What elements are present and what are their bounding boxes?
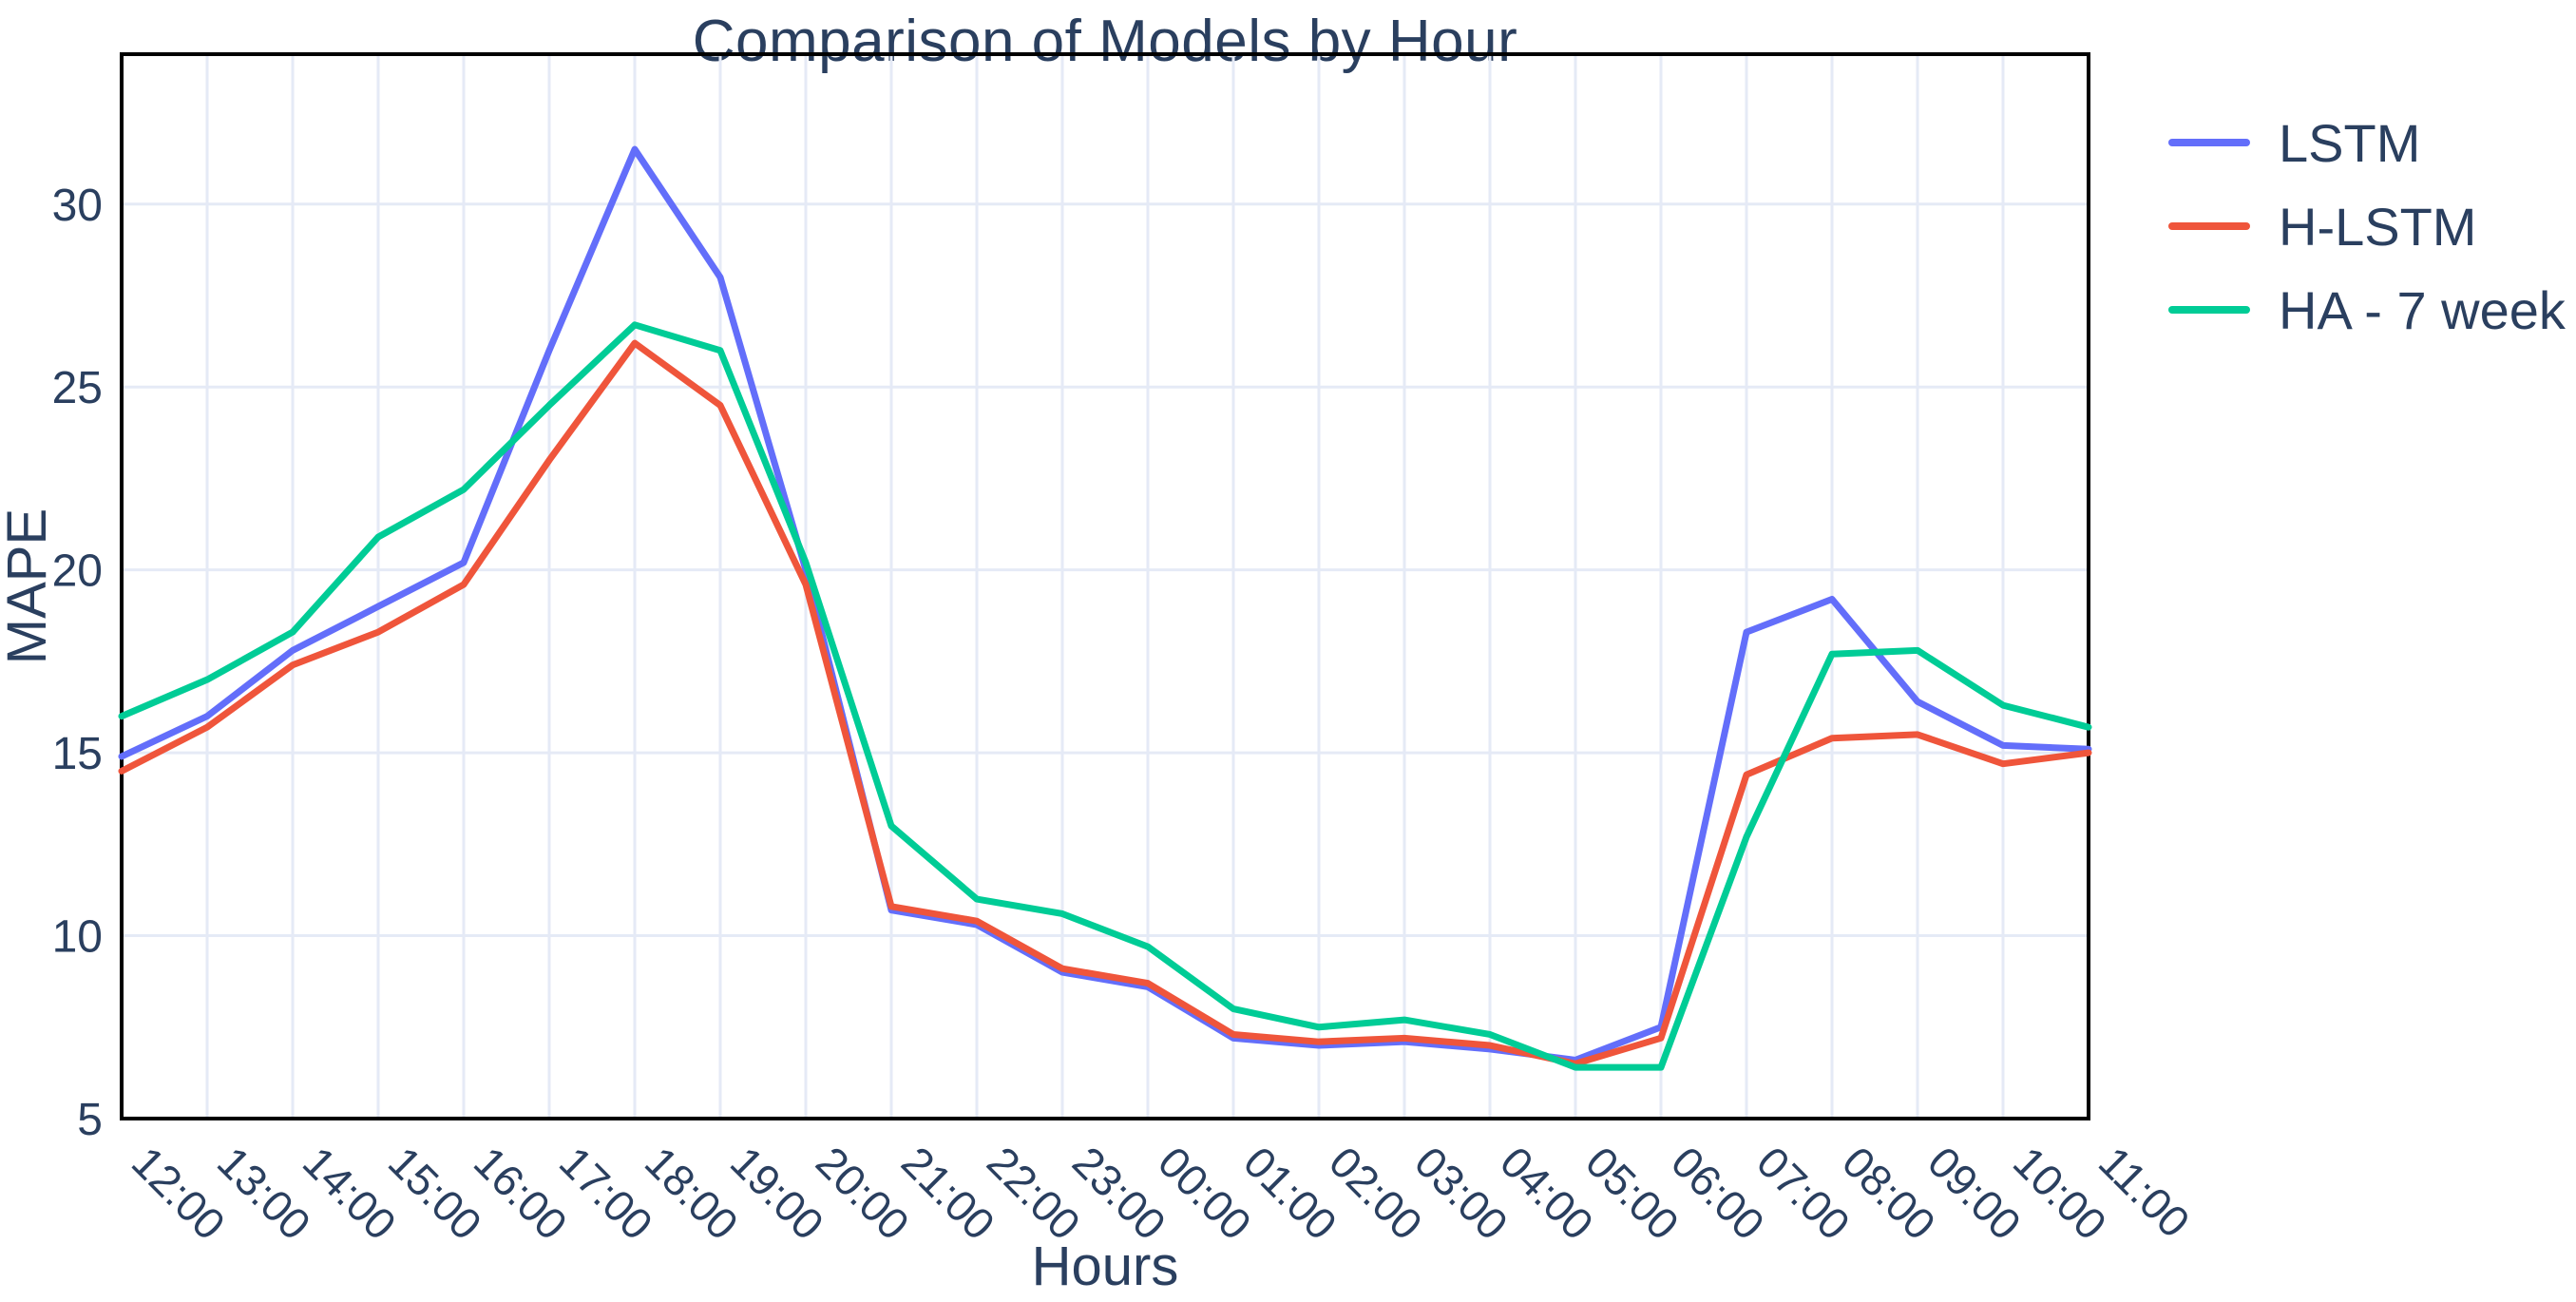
y-tick-label: 15 (52, 729, 103, 779)
y-tick-label: 30 (52, 181, 103, 231)
x-tick-label: 11:00 (2089, 1137, 2200, 1247)
x-tick-label: 13:00 (208, 1137, 320, 1249)
gridlines (120, 54, 2090, 1120)
x-tick-label: 06:00 (1662, 1137, 1774, 1249)
x-tick-label: 09:00 (1918, 1137, 2031, 1249)
x-tick-label: 19:00 (721, 1137, 833, 1249)
legend-label-ha-7-week: HA - 7 week (2279, 279, 2566, 340)
legend-item-ha-7-week[interactable]: HA - 7 week (2168, 279, 2566, 340)
x-tick-label: 20:00 (807, 1137, 919, 1249)
x-tick-label: 00:00 (1149, 1137, 1261, 1249)
x-tick-label: 05:00 (1576, 1137, 1689, 1249)
series-line-ha-7-week[interactable] (118, 321, 2092, 1071)
legend-swatch-lstm (2168, 139, 2250, 146)
x-tick-label: 14:00 (294, 1137, 406, 1249)
legend: LSTM H-LSTM HA - 7 week (2168, 112, 2566, 340)
x-axis-title: Hours (1032, 1235, 1179, 1297)
x-tick-label: 23:00 (1063, 1137, 1175, 1249)
x-tick-label: 04:00 (1491, 1137, 1603, 1249)
x-tick-label: 02:00 (1320, 1137, 1432, 1249)
legend-label-lstm: LSTM (2279, 112, 2421, 173)
y-tick-label: 25 (52, 363, 103, 413)
x-tick-label: 03:00 (1405, 1137, 1517, 1249)
y-tick-label: 10 (52, 912, 103, 963)
x-tick-label: 21:00 (892, 1137, 1004, 1249)
y-axis-title: MAPE (0, 508, 58, 664)
x-tick-label: 08:00 (1833, 1137, 1945, 1249)
x-tick-label: 15:00 (379, 1137, 491, 1249)
x-tick-label: 17:00 (550, 1137, 662, 1249)
x-tick-label: 22:00 (978, 1137, 1090, 1249)
y-axis-tick-labels: 5 10 15 20 25 30 (52, 181, 103, 1145)
x-axis-tick-labels: 12:0013:0014:0015:0016:0017:0018:0019:00… (123, 1137, 2200, 1249)
series-line-h-lstm[interactable] (118, 339, 2092, 1067)
x-tick-label: 10:00 (2004, 1137, 2116, 1249)
legend-swatch-h-lstm (2168, 222, 2250, 230)
series-lines (118, 145, 2092, 1071)
series-line-lstm[interactable] (118, 145, 2092, 1063)
x-tick-label: 12:00 (123, 1137, 235, 1249)
x-tick-label: 18:00 (636, 1137, 748, 1249)
plot-border (120, 52, 2090, 1120)
x-tick-label: 16:00 (465, 1137, 577, 1249)
y-tick-label: 5 (77, 1095, 103, 1145)
legend-swatch-ha-7-week (2168, 306, 2250, 314)
chart-title: Comparison of Models by Hour (692, 9, 1518, 74)
legend-item-lstm[interactable]: LSTM (2168, 112, 2566, 173)
legend-item-h-lstm[interactable]: H-LSTM (2168, 196, 2566, 257)
legend-label-h-lstm: H-LSTM (2279, 196, 2477, 257)
y-tick-label: 20 (52, 546, 103, 597)
x-tick-label: 01:00 (1234, 1137, 1346, 1249)
x-tick-label: 07:00 (1747, 1137, 1860, 1249)
